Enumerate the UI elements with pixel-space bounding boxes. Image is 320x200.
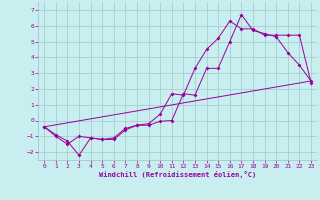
X-axis label: Windchill (Refroidissement éolien,°C): Windchill (Refroidissement éolien,°C) bbox=[99, 171, 256, 178]
